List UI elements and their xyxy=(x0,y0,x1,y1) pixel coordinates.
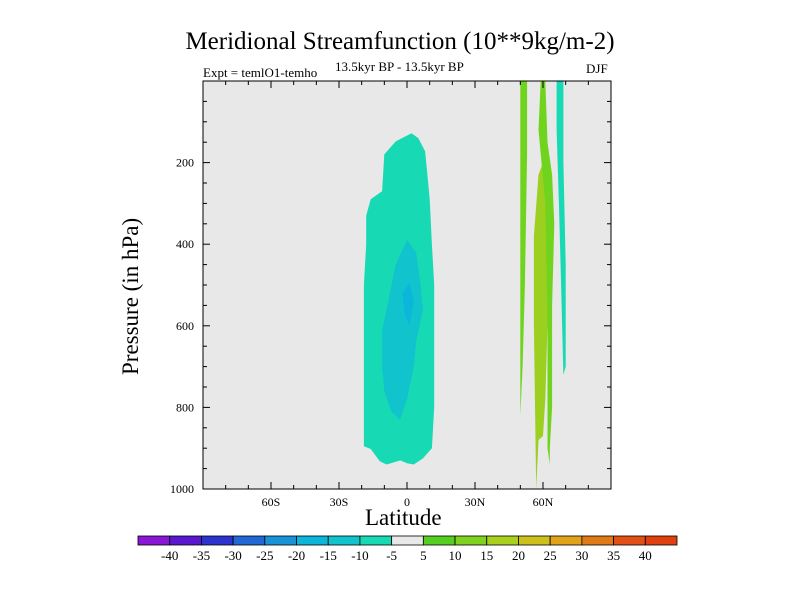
colorbar-label: -35 xyxy=(193,548,210,563)
plot-area xyxy=(203,81,611,489)
x-tick-label: 30N xyxy=(465,495,486,509)
colorbar-swatch xyxy=(232,535,266,546)
contour-tropical-cell-core xyxy=(402,283,414,326)
colorbar-label: 15 xyxy=(480,548,493,563)
contour-polar-band-b xyxy=(533,162,548,489)
x-tick-label: 60N xyxy=(533,495,554,509)
colorbar-label: -25 xyxy=(256,548,273,563)
y-axis-label: Pressure (in hPa) xyxy=(118,217,143,375)
colorbar-swatch xyxy=(549,535,583,546)
x-tick-label: 60S xyxy=(262,495,281,509)
colorbar: -40 -35 -30 -25 -20 -15 -10 -5 5 10 15 20 25 30 35 40 xyxy=(137,535,678,563)
colorbar-swatch xyxy=(391,535,424,546)
contour-polar-band-d xyxy=(556,81,566,375)
colorbar-label: -10 xyxy=(351,548,368,563)
colorbar-swatch xyxy=(359,535,393,546)
chart-title: Meridional Streamfunction (10**9kg/m-2) xyxy=(185,28,615,55)
colorbar-swatch xyxy=(422,535,456,546)
colorbar-label: 20 xyxy=(512,548,525,563)
experiment-label: Expt = temlO1-temho xyxy=(203,65,318,80)
colorbar-label: 5 xyxy=(420,548,427,563)
colorbar-swatch xyxy=(581,535,614,546)
x-axis-label: Latitude xyxy=(365,505,442,530)
y-tick-label: 400 xyxy=(176,237,194,251)
contour-polar-band-c xyxy=(538,81,555,465)
season-label: DJF xyxy=(586,61,608,76)
colorbar-label: -20 xyxy=(288,548,305,563)
colorbar-swatch xyxy=(454,535,488,546)
x-tick-label: 30S xyxy=(330,495,349,509)
period-label: 13.5kyr BP - 13.5kyr BP xyxy=(335,59,464,74)
colorbar-swatch xyxy=(137,535,171,546)
colorbar-swatch xyxy=(644,535,678,546)
contour-tropical-cell-inner xyxy=(382,240,423,420)
colorbar-swatch xyxy=(296,535,329,546)
colorbar-label: 30 xyxy=(575,548,588,563)
contour-polar-band-a xyxy=(520,81,528,489)
colorbar-label: -30 xyxy=(224,548,241,563)
colorbar-swatch xyxy=(518,535,551,546)
colorbar-label: 10 xyxy=(449,548,462,563)
colorbar-label: 25 xyxy=(544,548,557,563)
colorbar-label: 35 xyxy=(607,548,620,563)
colorbar-label: 40 xyxy=(639,548,652,563)
colorbar-swatch xyxy=(327,535,361,546)
colorbar-label: -15 xyxy=(320,548,337,563)
colorbar-swatch xyxy=(201,535,234,546)
colorbar-label: -5 xyxy=(386,548,397,563)
x-tick-label: 0 xyxy=(404,495,410,509)
axes: 60S 30S 0 30N 60N 200 400 600 800 1000 xyxy=(170,80,612,509)
colorbar-swatch xyxy=(486,535,519,546)
colorbar-swatch xyxy=(613,535,646,546)
y-tick-label: 200 xyxy=(176,156,194,170)
colorbar-swatch xyxy=(264,535,297,546)
y-tick-label: 800 xyxy=(176,400,194,414)
colorbar-swatch xyxy=(169,535,202,546)
y-tick-label: 1000 xyxy=(170,482,194,496)
colorbar-label: -40 xyxy=(161,548,178,563)
y-tick-label: 600 xyxy=(176,319,194,333)
